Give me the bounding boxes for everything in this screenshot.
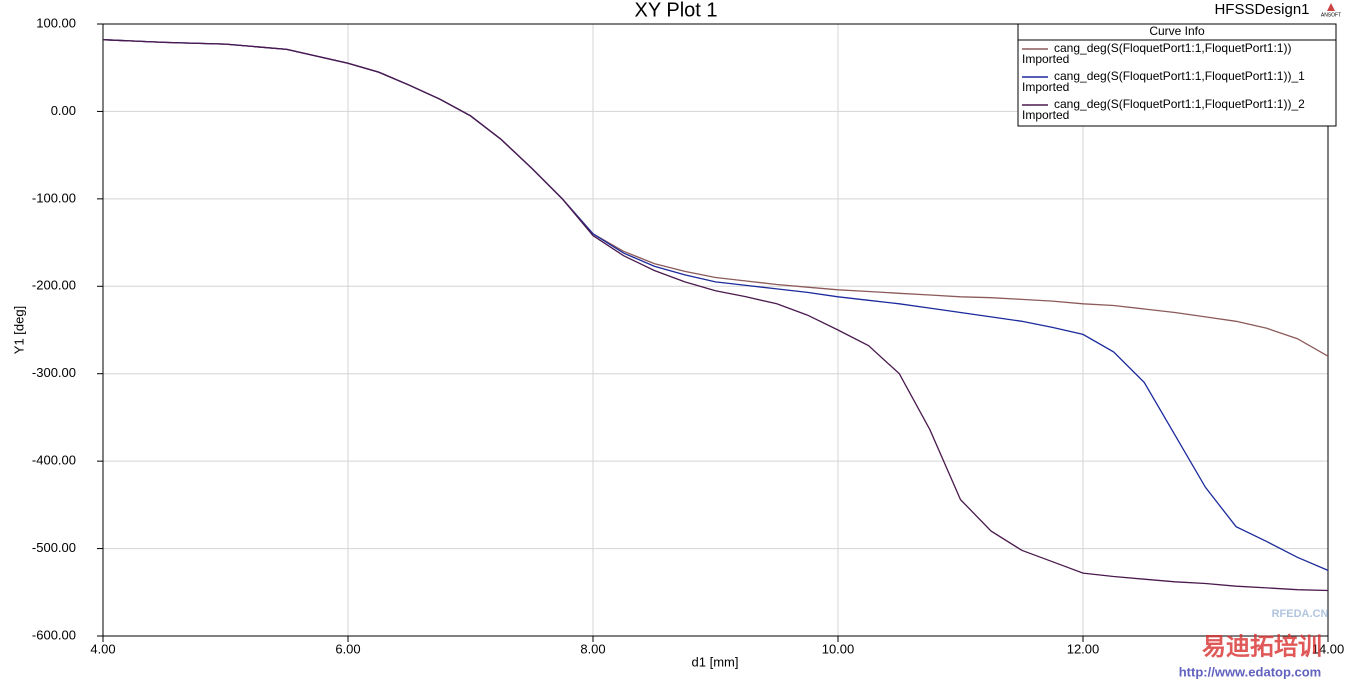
legend-box (1017, 23, 1337, 127)
x-tick-label: 10.00 (822, 641, 855, 656)
series-line (102, 39, 1329, 592)
legend-label: cang_deg(S(FloquetPort1:1,FloquetPort1:1… (1054, 97, 1305, 111)
x-tick-label: 14.00 (1312, 641, 1345, 656)
y-tick-label: -600.00 (32, 627, 76, 642)
x-tick-label: 4.00 (90, 641, 115, 656)
logo-text: ANSOFT (1321, 12, 1341, 18)
legend-label: cang_deg(S(FloquetPort1:1,FloquetPort1:1… (1054, 69, 1305, 83)
legend-label: cang_deg(S(FloquetPort1:1,FloquetPort1:1… (1054, 41, 1291, 55)
legend: Curve Info cang_deg(S(FloquetPort1:1,Floq… (1017, 23, 1337, 127)
design-name: HFSSDesign1 (1214, 1, 1309, 18)
y-tick-label: -100.00 (32, 190, 76, 205)
y-tick-label: 0.00 (51, 103, 76, 118)
x-tick-label: 6.00 (335, 641, 360, 656)
chart-title: XY Plot 1 (634, 0, 717, 21)
plot-frame (102, 23, 1329, 637)
legend-source: Imported (1022, 52, 1069, 66)
logo-icon (1327, 3, 1335, 11)
legend-source: Imported (1022, 108, 1069, 122)
legend-title: Curve Info (1149, 24, 1205, 38)
y-tick-label: -200.00 (32, 278, 76, 293)
y-tick-label: -400.00 (32, 453, 76, 468)
watermark-text: 易迪拓培训 (1202, 632, 1322, 660)
x-axis-label: d1 [mm] (692, 654, 739, 669)
watermark-text: RFEDA.CN (1272, 608, 1329, 620)
x-tick-label: 12.00 (1067, 641, 1100, 656)
legend-source: Imported (1022, 80, 1069, 94)
y-tick-label: -300.00 (32, 365, 76, 380)
x-tick-label: 8.00 (580, 641, 605, 656)
y-tick-label: 100.00 (36, 15, 76, 30)
y-axis-label: Y1 [deg] (11, 306, 26, 354)
watermark-text: http://www.edatop.com (1179, 664, 1322, 679)
y-tick-label: -500.00 (32, 540, 76, 555)
